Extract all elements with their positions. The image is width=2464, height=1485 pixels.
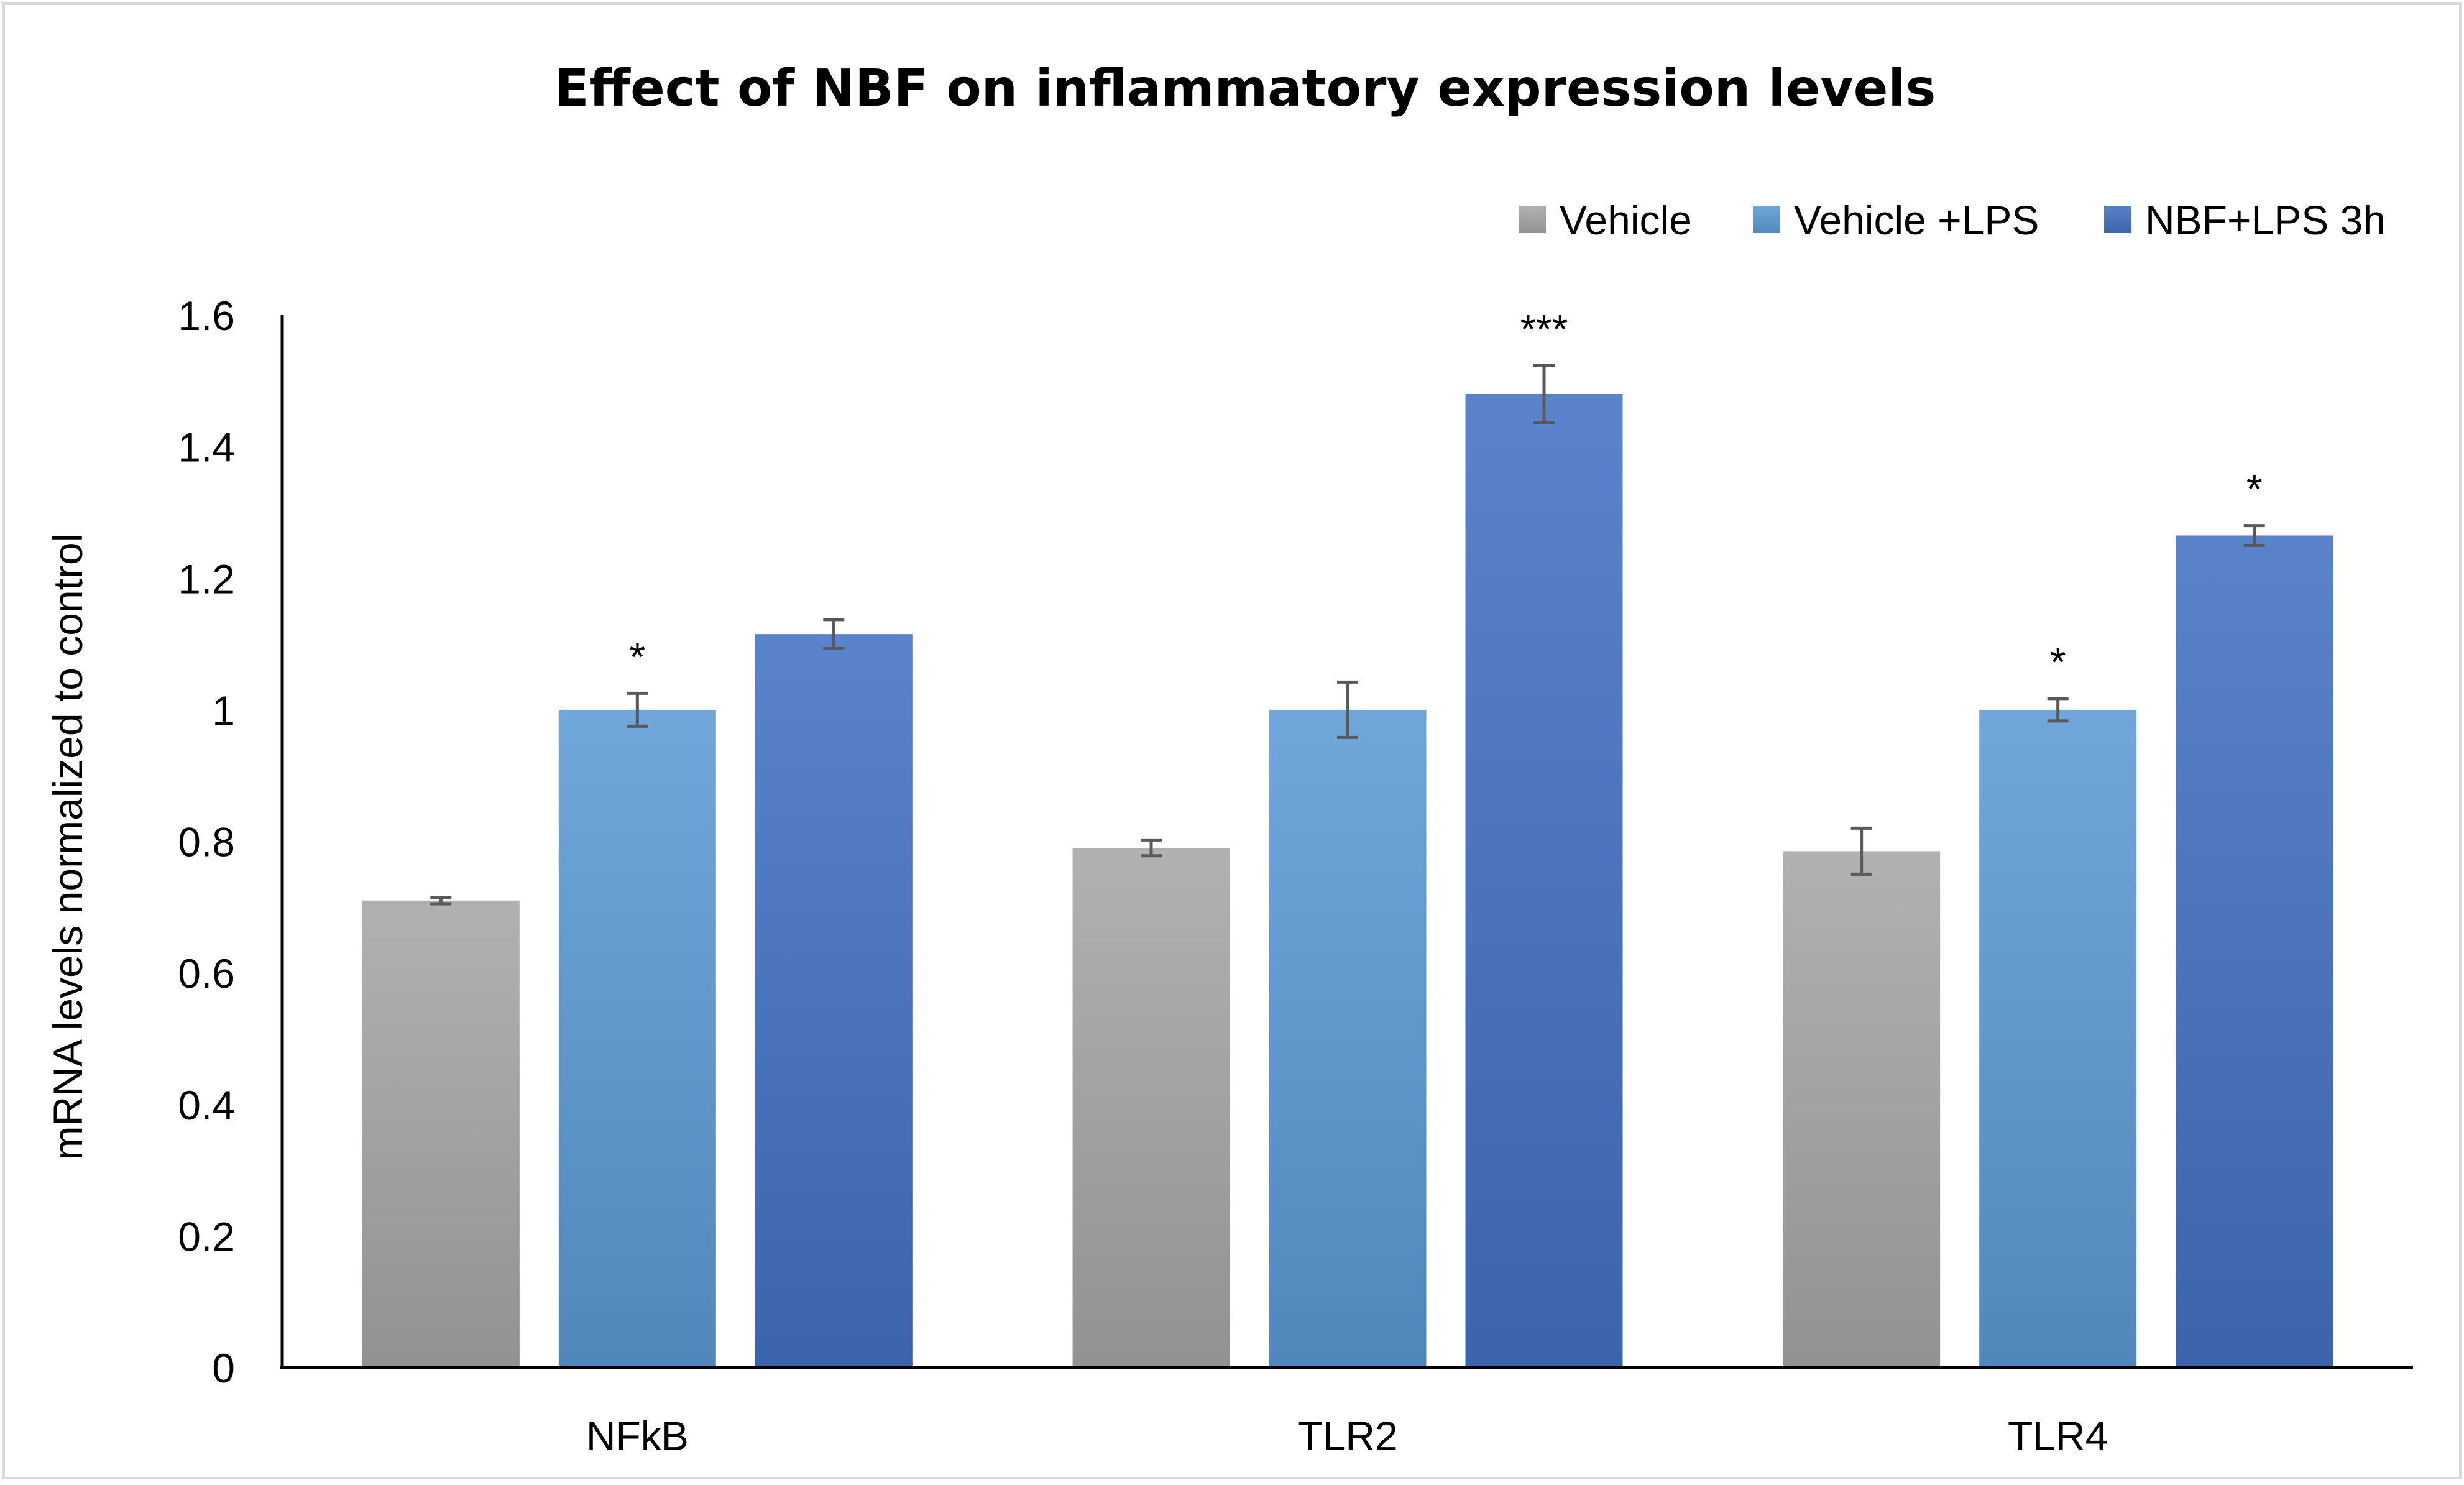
significance-mark: ***: [1520, 306, 1568, 352]
error-bar-tlr2-vehicle-lps: [1337, 680, 1358, 739]
x-tick-label: TLR4: [2008, 1413, 2108, 1459]
legend-item-nbf-lps-3h: NBF+LPS 3h: [2104, 197, 2386, 243]
significance-marks: ******: [629, 306, 2262, 684]
y-tick-label: 1.4: [178, 425, 235, 471]
error-bar-nfkb-nbf-lps-3h: [823, 618, 845, 650]
bar-tlr2-vehicle: [1072, 848, 1230, 1368]
y-tick-label: 0.6: [178, 950, 235, 996]
y-axis-ticks: 0 0.2 0.4 0.6 0.8 1 1.2 1.4 1.6: [178, 293, 235, 1391]
error-bar-tlr2-nbf-lps-3h: [1533, 364, 1555, 424]
bar-nfkb-vehicle: [362, 900, 520, 1368]
y-tick-label: 0.2: [178, 1213, 235, 1259]
x-tick-label: TLR2: [1297, 1413, 1397, 1459]
y-tick-label: 0.8: [178, 819, 235, 865]
error-bars: [430, 364, 2265, 906]
y-axis-label: mRNA levels normalized to control: [45, 533, 91, 1161]
bar-tlr2-vehicle-lps: [1269, 709, 1427, 1368]
legend-swatch: [1519, 206, 1546, 233]
error-bar-tlr4-vehicle-lps: [2047, 697, 2069, 723]
bar-tlr4-nbf-lps-3h: [2176, 535, 2333, 1368]
bar-nfkb-vehicle-lps: [558, 709, 716, 1368]
error-bar-nfkb-vehicle: [430, 895, 452, 906]
y-tick-label: 1.6: [178, 293, 235, 339]
error-bar-tlr4-vehicle: [1850, 826, 1872, 876]
error-bar-tlr2-vehicle: [1141, 838, 1162, 858]
y-tick-label: 0: [212, 1345, 235, 1391]
y-tick-label: 1: [212, 687, 235, 733]
significance-mark: *: [2246, 466, 2263, 512]
y-tick-label: 0.4: [178, 1082, 235, 1128]
bar-nfkb-nbf-lps-3h: [755, 634, 913, 1368]
bars: [362, 393, 2333, 1368]
legend: Vehicle Vehicle +LPS NBF+LPS 3h: [1519, 197, 2386, 243]
error-bar-nfkb-vehicle-lps: [627, 691, 648, 728]
x-tick-label: NFkB: [586, 1413, 689, 1459]
legend-label: Vehicle: [1560, 197, 1692, 243]
bar-tlr4-vehicle-lps: [1979, 709, 2137, 1368]
bar-tlr2-nbf-lps-3h: [1465, 393, 1623, 1368]
legend-swatch: [2104, 206, 2131, 233]
significance-mark: *: [629, 633, 645, 679]
chart-title: Effect of NBF on inflammatory expression…: [554, 59, 1936, 118]
legend-swatch: [1753, 206, 1780, 233]
bar-tlr4-vehicle: [1783, 851, 1941, 1368]
legend-item-vehicle-lps: Vehicle +LPS: [1753, 197, 2039, 243]
legend-label: Vehicle +LPS: [1794, 197, 2039, 243]
y-tick-label: 1.2: [178, 556, 235, 602]
legend-label: NBF+LPS 3h: [2145, 197, 2386, 243]
legend-item-vehicle: Vehicle: [1519, 197, 1692, 243]
error-bar-tlr4-nbf-lps-3h: [2243, 524, 2265, 547]
x-axis-labels: NFkB TLR2 TLR4: [586, 1413, 2108, 1459]
significance-mark: *: [2050, 639, 2066, 685]
